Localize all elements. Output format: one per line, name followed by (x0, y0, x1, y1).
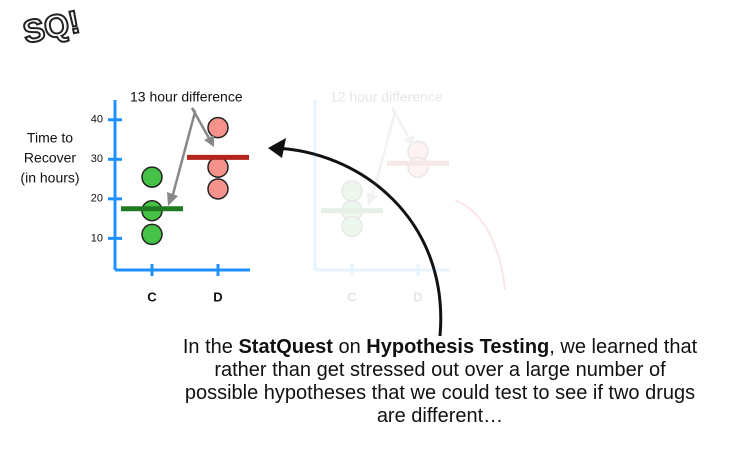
y-tick-label: 30 (91, 153, 103, 165)
caption-text: StatQuest (238, 336, 333, 358)
caption-text: In the (182, 336, 239, 358)
data-point (141, 166, 163, 188)
x-tick-label: D (413, 289, 422, 304)
y-tick-label: 20 (91, 193, 103, 205)
x-tick-label: C (147, 289, 157, 304)
strip-chart: C D 12 hour difference (313, 89, 450, 304)
arrow-head (167, 192, 178, 206)
caption: In the StatQuest on Hypothesis Testing, … (180, 336, 700, 428)
caption-text: , we learned that rather than get stress… (184, 336, 698, 427)
data-point (207, 156, 229, 178)
data-point (141, 223, 163, 246)
data-point (341, 215, 363, 238)
y-tick-label: 10 (91, 232, 103, 244)
strip-chart: 10 20 30 40 Time to Recover (in hours) C D 13 hou… (20, 89, 250, 304)
annotation-arrow (370, 107, 397, 199)
arrow-head (367, 192, 378, 206)
data-point (207, 116, 229, 139)
data-point (407, 156, 429, 178)
y-axis-label: Recover (24, 150, 76, 166)
arrow-head (404, 135, 414, 147)
caption-text: Hypothesis Testing (366, 336, 550, 358)
caption-text: on (332, 336, 367, 358)
annotation-arrow (190, 107, 212, 141)
y-tick-label: 40 (91, 114, 103, 126)
data-point (407, 140, 429, 163)
annotation: 12 hour difference (330, 89, 443, 105)
logo-text: SQ! (20, 3, 83, 50)
pointer-arrow (271, 146, 443, 337)
data-point (341, 180, 363, 202)
faded-arrow (454, 199, 506, 291)
annotation-arrow (390, 107, 412, 141)
data-point (207, 178, 229, 200)
y-axis-label: Time to (27, 130, 73, 146)
x-tick-label: C (347, 289, 357, 304)
data-point (341, 199, 363, 222)
y-axis-label: (in hours) (20, 170, 79, 186)
annotation: 13 hour difference (130, 89, 243, 105)
logo: SQ! (19, 2, 84, 51)
arrow-head (268, 138, 286, 158)
arrow-head (204, 135, 214, 147)
annotation-arrow (170, 107, 197, 199)
x-tick-label: D (213, 289, 222, 304)
